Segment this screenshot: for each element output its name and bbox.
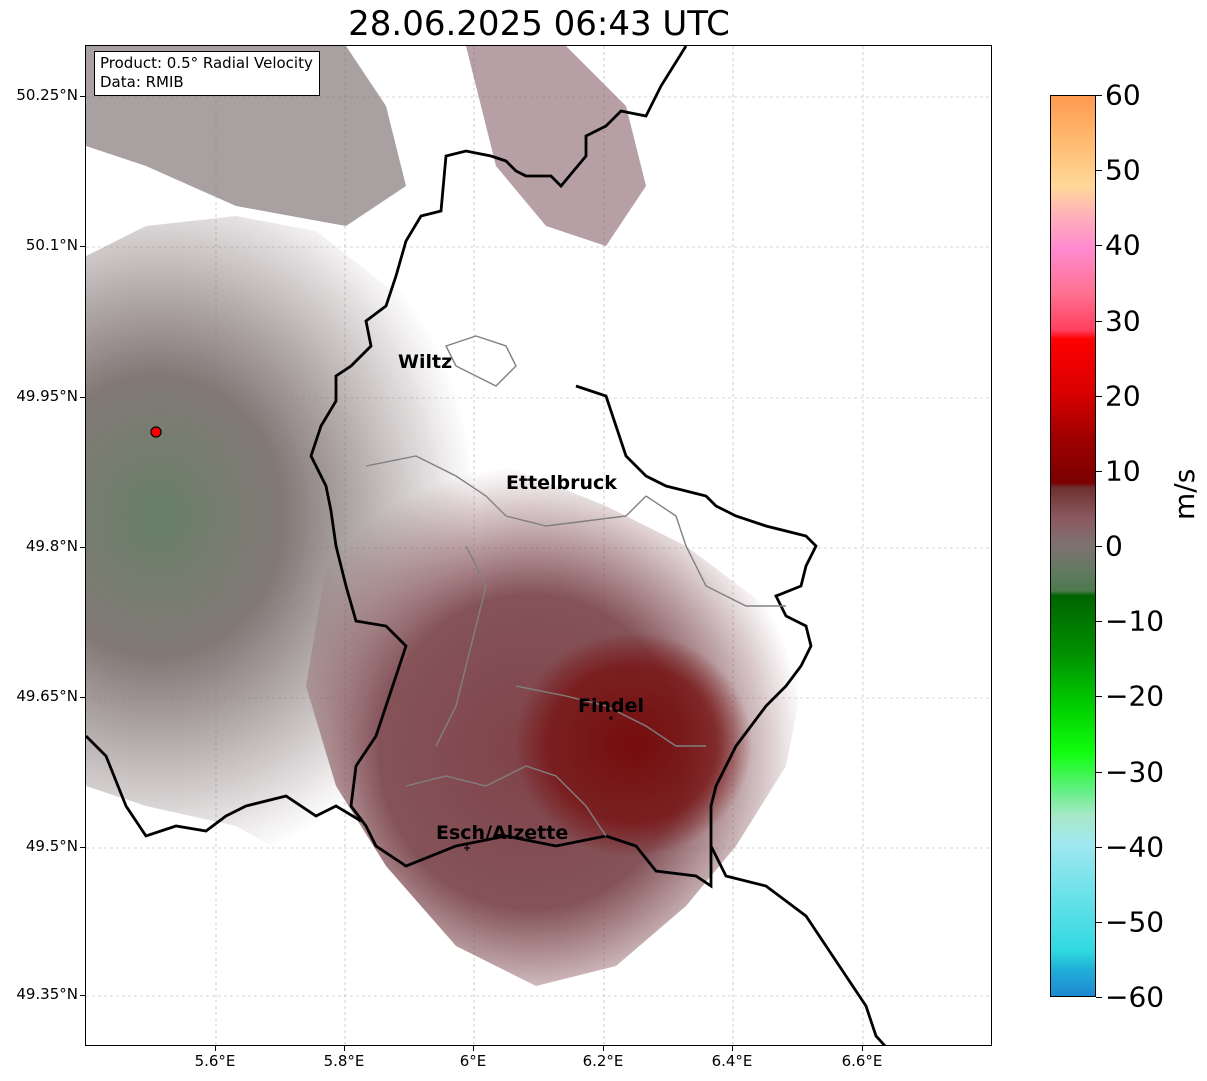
colorbar-tick-label: −50 bbox=[1105, 905, 1165, 939]
colorbar-tickmark bbox=[1096, 245, 1102, 247]
product-info-box: Product: 0.5° Radial Velocity Data: RMIB bbox=[94, 51, 320, 96]
radar-site-marker bbox=[150, 426, 162, 438]
colorbar-unit-label: m/s bbox=[1168, 468, 1201, 520]
colorbar-tickmark bbox=[1096, 846, 1102, 848]
y-tick-label: 50.25°N bbox=[16, 86, 78, 104]
y-tickmark bbox=[80, 847, 85, 848]
city-label-wiltz: Wiltz bbox=[398, 351, 452, 373]
colorbar-tick-label: 60 bbox=[1105, 78, 1141, 112]
y-tick-label: 49.65°N bbox=[16, 687, 78, 705]
colorbar-tickmark bbox=[1096, 921, 1102, 923]
colorbar-tickmark bbox=[1096, 997, 1102, 998]
colorbar-tick-label: 20 bbox=[1105, 379, 1141, 413]
city-label-ettelbruck: Ettelbruck bbox=[506, 472, 617, 494]
map-title: 28.06.2025 06:43 UTC bbox=[348, 4, 730, 44]
x-tick-label: 6.4°E bbox=[711, 1052, 753, 1070]
colorbar-tickmark bbox=[1096, 395, 1102, 397]
colorbar-tickmark bbox=[1096, 696, 1102, 698]
x-tick-label: 5.6°E bbox=[194, 1052, 236, 1070]
x-tick-label: 5.8°E bbox=[323, 1052, 365, 1070]
colorbar-tick-label: 50 bbox=[1105, 153, 1141, 187]
x-tickmark bbox=[732, 1046, 733, 1051]
x-tick-label: 6.6°E bbox=[841, 1052, 883, 1070]
y-tick-label: 49.5°N bbox=[25, 837, 78, 855]
country-border-east bbox=[575, 384, 818, 846]
y-tick-label: 49.95°N bbox=[16, 387, 78, 405]
colorbar-tickmark bbox=[1096, 546, 1102, 547]
city-label-findel: Findel bbox=[578, 695, 644, 717]
colorbar-tickmark bbox=[1096, 320, 1102, 322]
velocity-echoes bbox=[86, 46, 806, 1006]
y-tickmark bbox=[80, 246, 85, 247]
colorbar-tick-label: −40 bbox=[1105, 830, 1165, 864]
colorbar-tick-label: 0 bbox=[1105, 529, 1123, 563]
y-tickmark bbox=[80, 995, 85, 996]
colorbar-tickmark bbox=[1096, 771, 1102, 773]
x-tickmark bbox=[215, 1046, 216, 1051]
colorbar-tickmark bbox=[1096, 170, 1102, 172]
colorbar-tickmark bbox=[1096, 95, 1102, 96]
colorbar-tickmark bbox=[1096, 621, 1102, 623]
colorbar-tickmark bbox=[1096, 470, 1102, 472]
y-tick-label: 50.1°N bbox=[25, 236, 78, 254]
y-tickmark bbox=[80, 397, 85, 398]
colorbar-tick-label: −20 bbox=[1105, 679, 1165, 713]
colorbar-tick-label: −30 bbox=[1105, 755, 1165, 788]
radar-map-svg: Wiltz Ettelbruck Findel Esch/Alzette bbox=[86, 46, 991, 1045]
product-line: Product: 0.5° Radial Velocity bbox=[100, 54, 313, 72]
x-tickmark bbox=[344, 1046, 345, 1051]
colorbar-tick-label: 30 bbox=[1105, 304, 1141, 337]
colorbar-tick-label: 40 bbox=[1105, 228, 1141, 262]
country-border-west bbox=[86, 735, 362, 838]
x-tickmark bbox=[473, 1046, 474, 1051]
x-tickmark bbox=[603, 1046, 604, 1051]
x-tick-label: 6.2°E bbox=[582, 1052, 624, 1070]
data-source-line: Data: RMIB bbox=[100, 73, 184, 91]
x-tickmark bbox=[862, 1046, 863, 1051]
y-tick-label: 49.8°N bbox=[25, 537, 78, 555]
city-markers bbox=[464, 716, 613, 851]
colorbar-tick-label: −60 bbox=[1105, 980, 1165, 1014]
district-borders bbox=[365, 335, 786, 837]
colorbar-tick-label: −10 bbox=[1105, 604, 1165, 638]
y-tickmark bbox=[80, 96, 85, 97]
city-label-esch-alzette: Esch/Alzette bbox=[436, 822, 568, 844]
radar-map[interactable]: Wiltz Ettelbruck Findel Esch/Alzette bbox=[85, 45, 992, 1046]
velocity-colorbar bbox=[1050, 95, 1096, 997]
colorbar-tick-label: 10 bbox=[1105, 454, 1141, 488]
y-tick-label: 49.35°N bbox=[16, 985, 78, 1003]
x-tick-label: 6°E bbox=[459, 1052, 487, 1070]
country-border bbox=[309, 46, 887, 1045]
y-tickmark bbox=[80, 697, 85, 698]
y-tickmark bbox=[80, 547, 85, 548]
